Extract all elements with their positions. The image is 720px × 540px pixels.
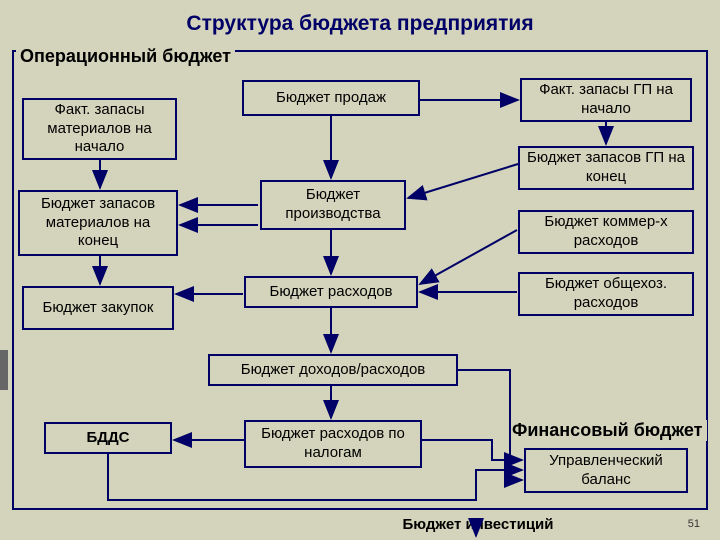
page-title: Структура бюджета предприятия xyxy=(0,0,720,36)
block-stock_gp_end: Бюджет запасов ГП на конец xyxy=(518,146,694,190)
block-expenses: Бюджет расходов xyxy=(244,276,418,308)
label-operational: Операционный бюджет xyxy=(16,46,235,67)
block-commercial: Бюджет коммер-х расходов xyxy=(518,210,694,254)
block-sales: Бюджет продаж xyxy=(242,80,420,116)
sidebar-accent xyxy=(0,350,8,390)
block-general: Бюджет общехоз. расходов xyxy=(518,272,694,316)
block-fact_gp_start: Факт. запасы ГП на начало xyxy=(520,78,692,122)
block-investments: Бюджет инвестиций xyxy=(388,512,568,538)
block-tax_expenses: Бюджет расходов по налогам xyxy=(244,420,422,468)
block-bdds: БДДС xyxy=(44,422,172,454)
block-income_expenses: Бюджет доходов/расходов xyxy=(208,354,458,386)
block-production: Бюджет производства xyxy=(260,180,406,230)
block-purchases: Бюджет закупок xyxy=(22,286,174,330)
block-mgmt_balance: Управленческий баланс xyxy=(524,448,688,493)
slide-number: 51 xyxy=(688,518,700,530)
block-stock_mat_end: Бюджет запасов материалов на конец xyxy=(18,190,178,256)
block-fact_mat_start: Факт. запасы материалов на начало xyxy=(22,98,177,160)
label-financial: Финансовый бюджет xyxy=(508,420,707,441)
